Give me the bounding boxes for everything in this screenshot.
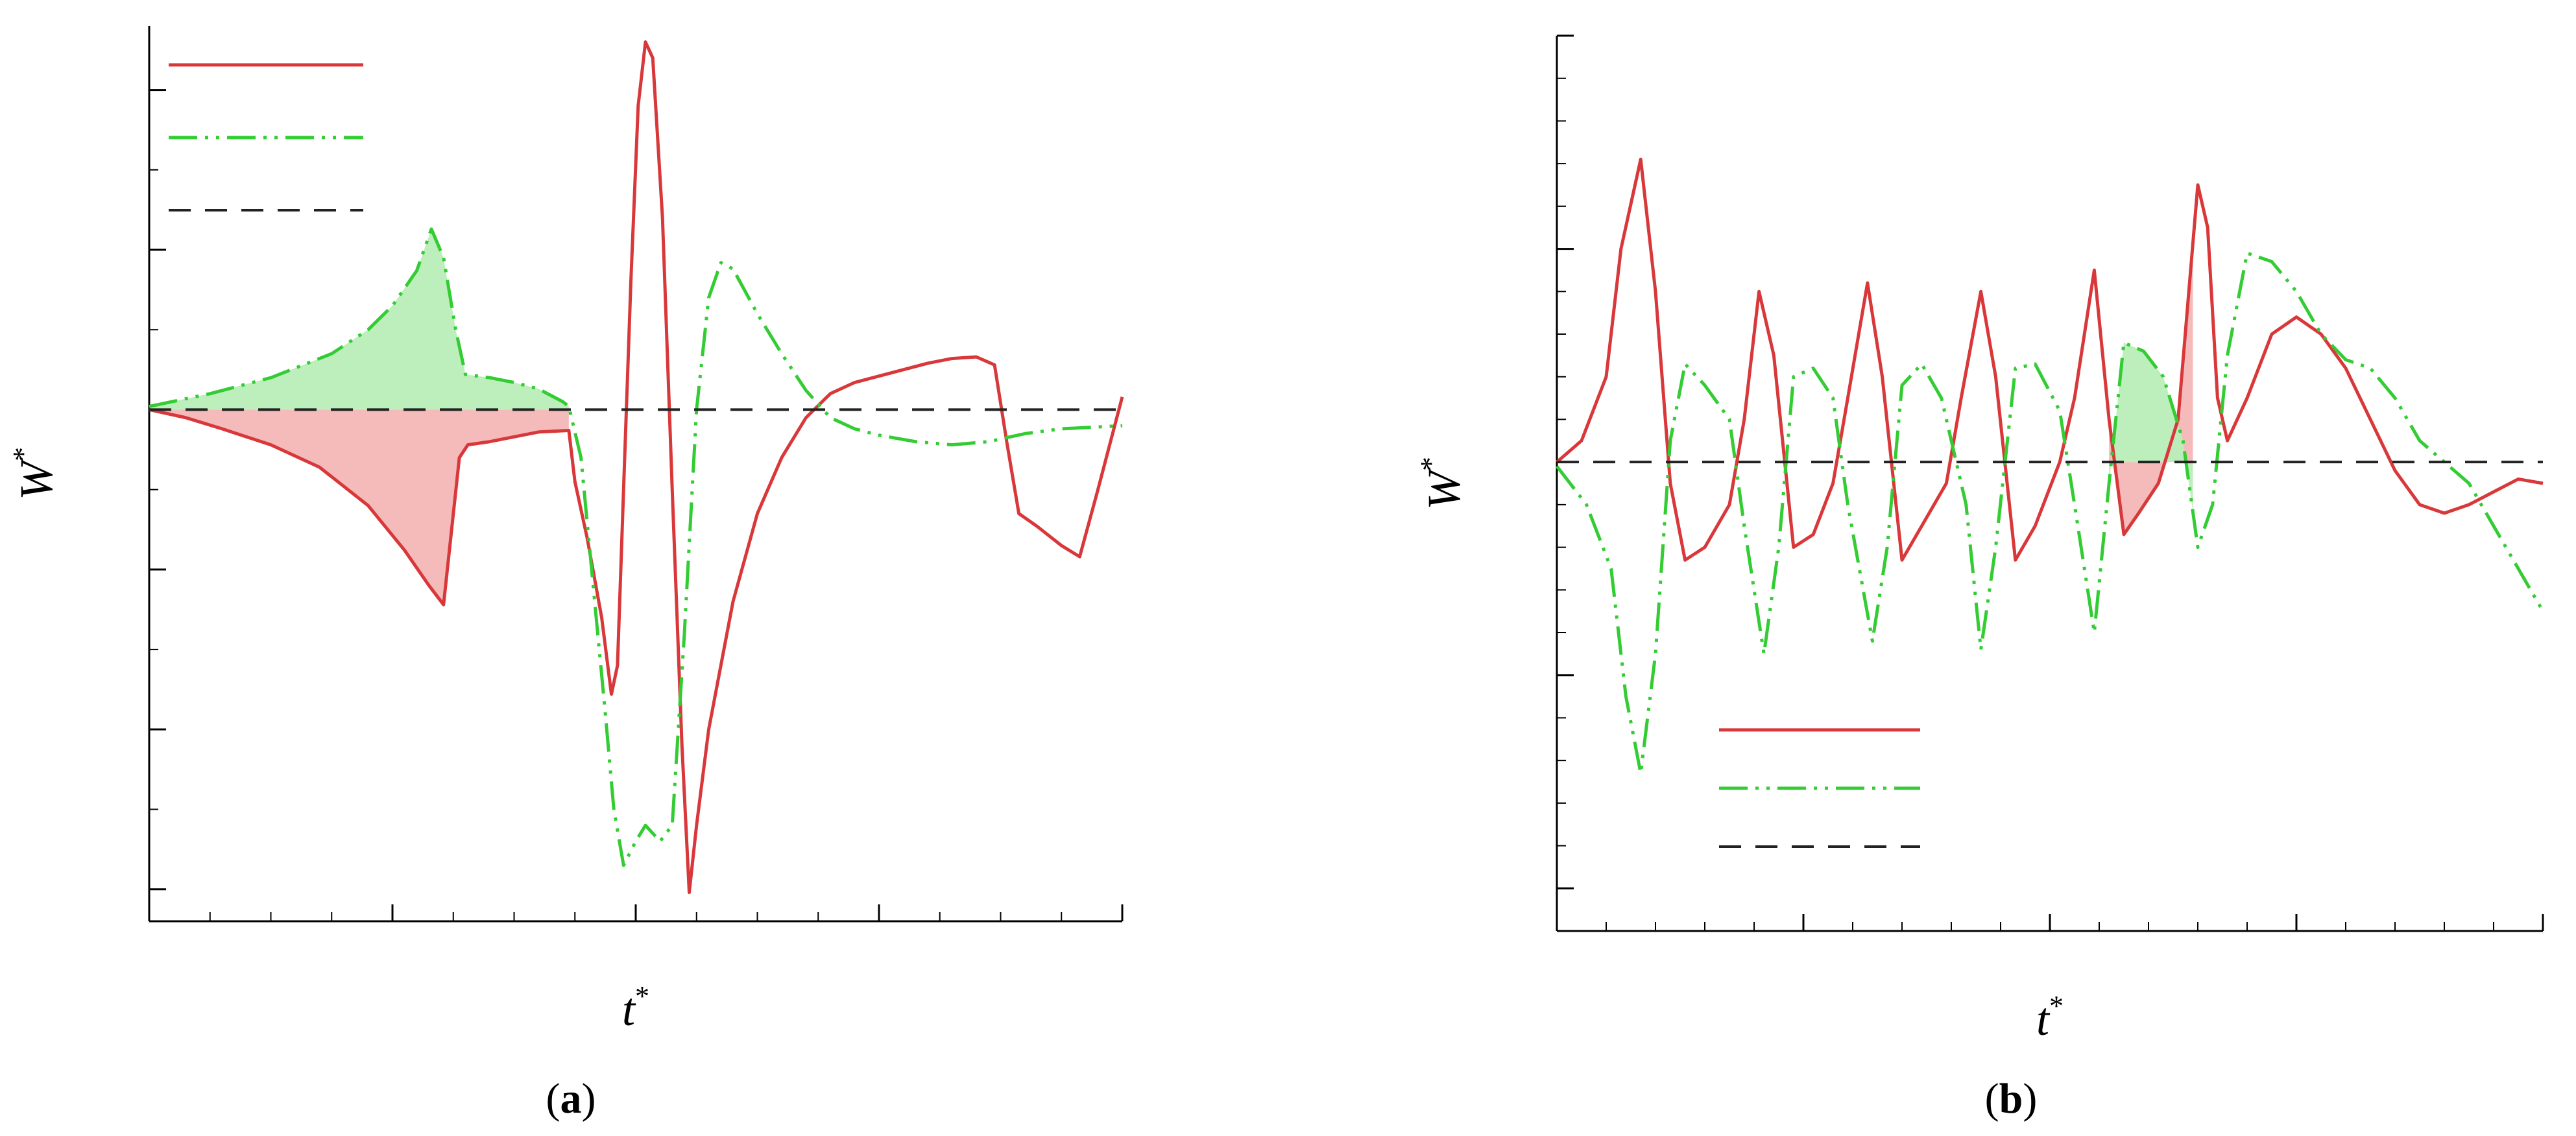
y-axis-label: W* [1415, 457, 1470, 510]
shaded-region-1 [2109, 343, 2193, 512]
x-axis-label: t* [2036, 990, 2064, 1045]
series-line-puller-1 [149, 40, 1124, 895]
x-axis-label: t* [622, 980, 649, 1035]
panel-caption-a: (a) [546, 1075, 596, 1122]
panel-caption-a-letter: a [560, 1075, 582, 1122]
chart-panel-b: t*W* [1415, 34, 2545, 1045]
y-axis-label-superscript: * [7, 447, 39, 461]
shaded-region-1 [149, 228, 569, 410]
shaded-region-0 [149, 409, 569, 605]
chart-panel-a: t*W* [7, 26, 1124, 1035]
x-axis-label-superscript: * [2049, 990, 2064, 1022]
y-axis-label: W* [7, 447, 62, 500]
x-axis-label-text: t [2036, 993, 2051, 1045]
panel-caption-b-letter: b [1999, 1075, 2023, 1122]
x-axis-label-text: t [622, 984, 636, 1035]
x-axis-label-superscript: * [635, 980, 649, 1012]
series-line-pusher-1 [1556, 158, 2544, 562]
y-axis-label-text: W [10, 457, 62, 500]
series-line-pusher-2 [1556, 251, 2545, 775]
y-axis-label-text: W [1418, 467, 1470, 510]
panel-caption-b: (b) [1985, 1075, 2038, 1122]
series-line-puller-2 [149, 227, 1123, 867]
y-axis-label-superscript: * [1415, 457, 1447, 471]
